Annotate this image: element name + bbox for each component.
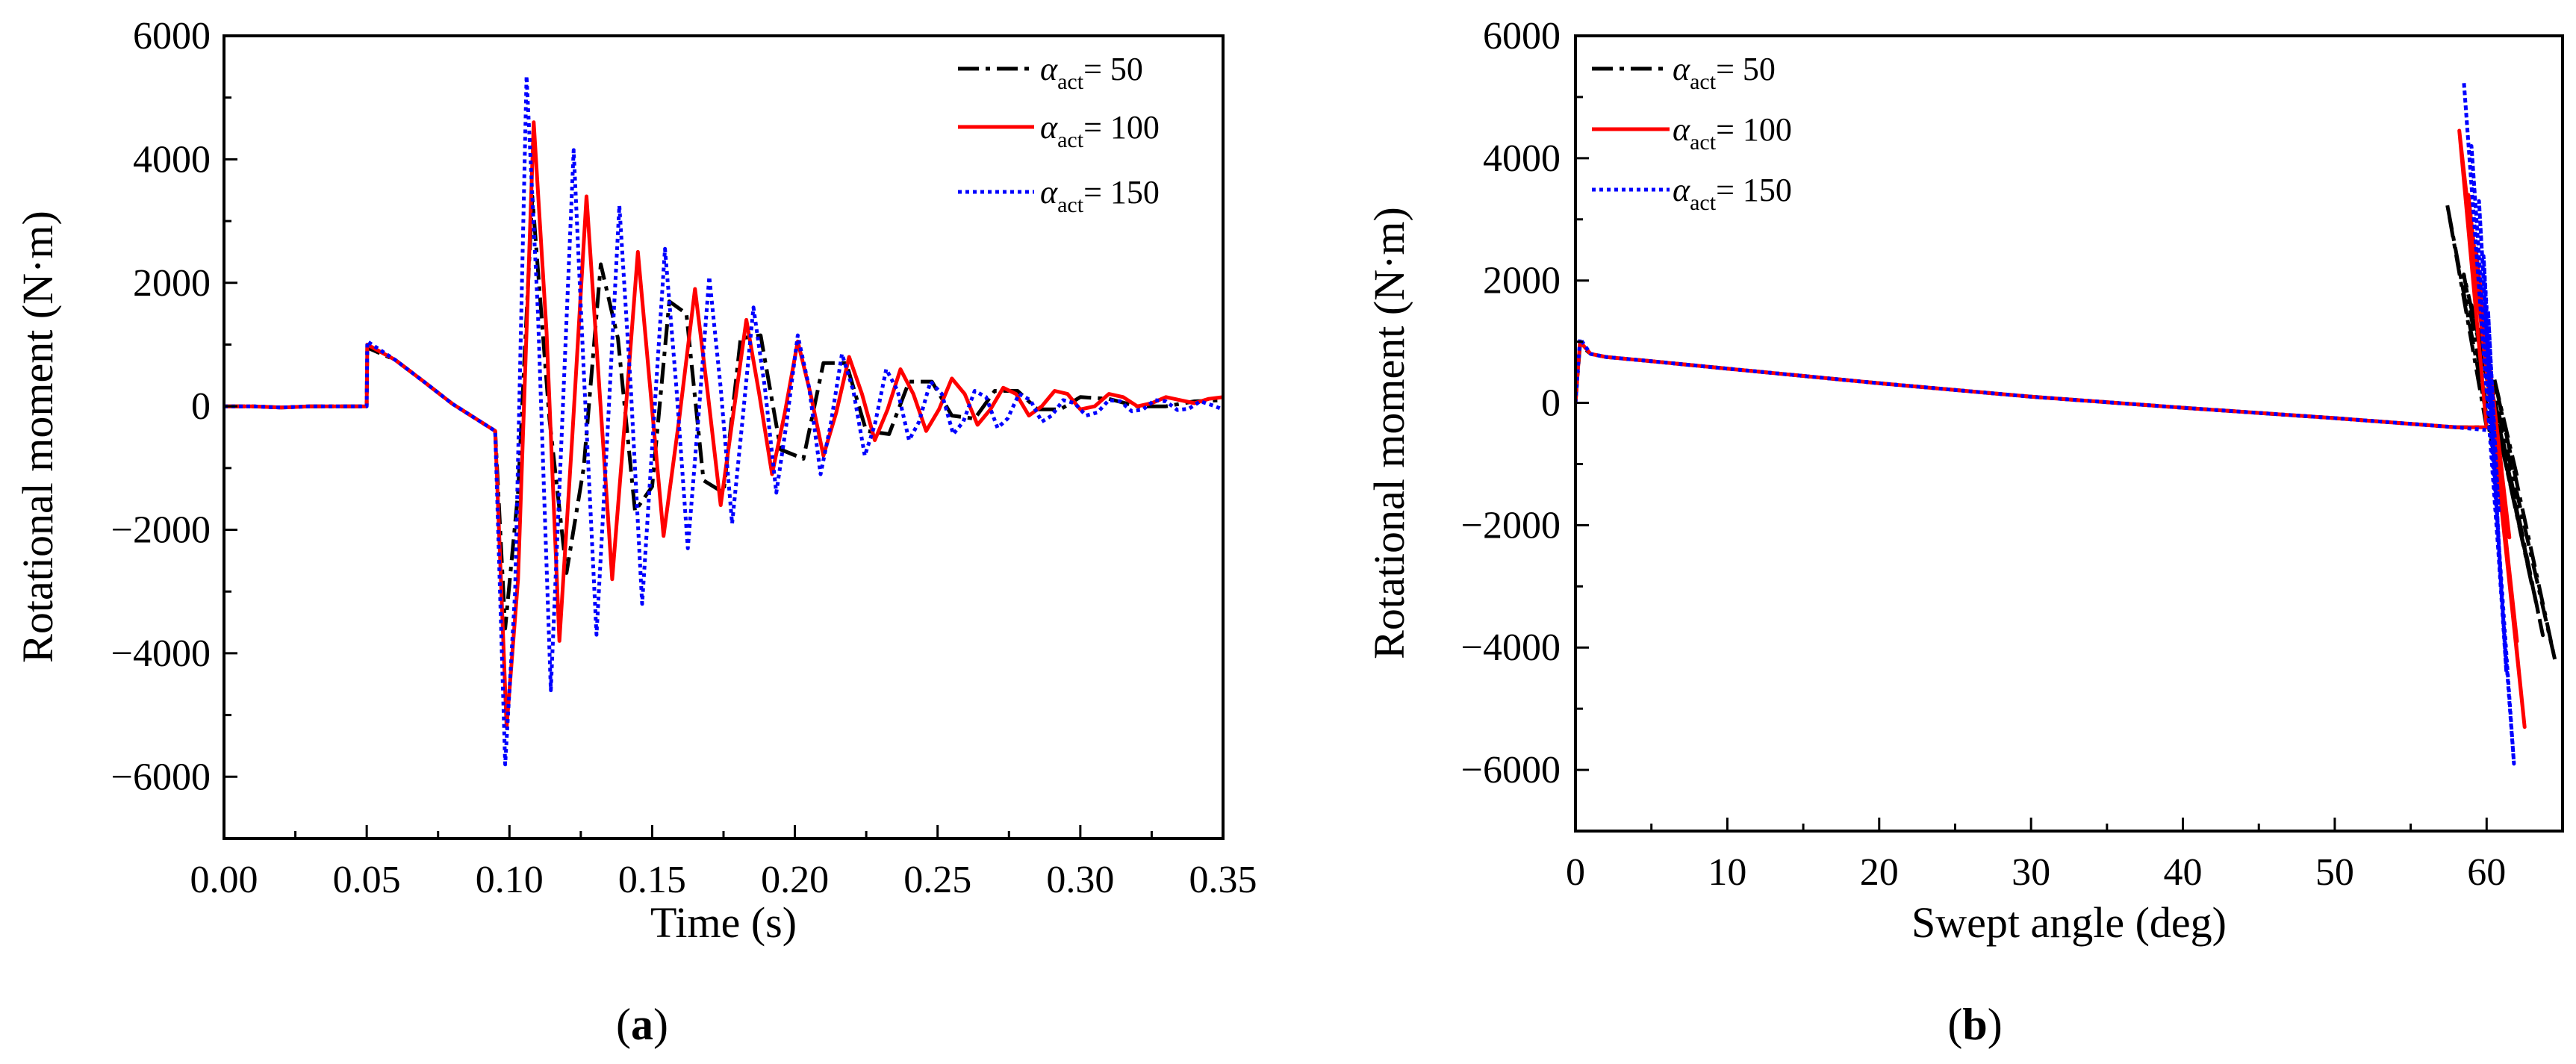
- a-x-tick-label: 0.30: [1046, 859, 1114, 901]
- a-legend-text-150: αact= 150: [1040, 174, 1160, 217]
- a-y-tick-label: −4000: [111, 632, 211, 675]
- b-legend-item-150: αact= 150: [1592, 172, 1792, 215]
- a-y-axis-label: Rotational moment (N·m): [13, 211, 62, 663]
- a-x-tick-label: 0.05: [333, 859, 401, 901]
- b-y-tick-label: 0: [1541, 382, 1561, 425]
- a-x-axis-label: Time (s): [650, 898, 797, 947]
- a-y-tick-label: 6000: [133, 15, 211, 57]
- b-y-tick-label: −6000: [1461, 749, 1561, 791]
- a-x-tick-label: 0.00: [190, 859, 258, 901]
- a-x-tick-label: 0.25: [903, 859, 971, 901]
- b-legend: αact= 50 αact= 100 αact= 150: [1592, 51, 1792, 215]
- a-legend-item-50: αact= 50: [958, 51, 1143, 94]
- a-y-tick-label: −6000: [111, 756, 211, 798]
- b-x-tick-labels: 0 10 20 30 40 50 60: [1566, 851, 2506, 894]
- a-x-tick-labels: 0.00 0.05 0.10 0.15 0.20 0.25 0.30 0.35: [190, 859, 1257, 901]
- b-legend-text-100: αact= 100: [1673, 111, 1792, 155]
- b-y-tick-label: 4000: [1483, 137, 1561, 180]
- panel-b: 0 10 20 30 40 50 60 −6000 −4000 −2000 0 2000 4000 60…: [1365, 15, 2564, 1049]
- b-y-tick-labels: −6000 −4000 −2000 0 2000 4000 6000: [1461, 15, 1561, 791]
- a-x-tick-label: 0.35: [1189, 859, 1257, 901]
- a-y-tick-label: 4000: [133, 138, 211, 181]
- a-y-tick-label: 0: [191, 385, 211, 428]
- a-legend-item-100: αact= 100: [958, 109, 1160, 152]
- b-x-tick-label: 40: [2164, 851, 2203, 894]
- b-series-50: [1575, 202, 2557, 662]
- a-series-layer: [224, 74, 1223, 767]
- b-series-150: [1575, 79, 2516, 766]
- panel-a: 0.00 0.05 0.10 0.15 0.20 0.25 0.30 0.35 −6000 −4…: [13, 15, 1257, 1049]
- b-legend-item-50: αact= 50: [1592, 51, 1776, 94]
- a-x-tick-label: 0.10: [476, 859, 544, 901]
- b-legend-text-50: αact= 50: [1673, 51, 1776, 94]
- a-series-150: [224, 74, 1223, 767]
- b-series-layer: [1575, 79, 2557, 766]
- a-legend-text-100: αact= 100: [1040, 109, 1160, 152]
- b-legend-item-100: αact= 100: [1592, 111, 1792, 155]
- a-x-tick-label: 0.20: [761, 859, 829, 901]
- b-y-tick-label: −4000: [1461, 626, 1561, 669]
- b-y-tick-label: 6000: [1483, 15, 1561, 57]
- b-x-tick-label: 50: [2315, 851, 2354, 894]
- b-series-100: [1575, 128, 2527, 729]
- b-y-axis-label: Rotational moment (N·m): [1365, 207, 1413, 659]
- a-legend-item-150: αact= 150: [958, 174, 1160, 217]
- b-x-tick-label: 20: [1860, 851, 1899, 894]
- b-x-tick-label: 10: [1708, 851, 1746, 894]
- a-panel-label: (a): [616, 1000, 668, 1049]
- b-panel-label: (b): [1947, 1000, 2002, 1049]
- b-x-tick-label: 60: [2467, 851, 2506, 894]
- b-ticks: [1574, 34, 2488, 833]
- a-series-100: [224, 120, 1223, 729]
- a-y-tick-label: 2000: [133, 262, 211, 305]
- a-y-tick-label: −2000: [111, 509, 211, 552]
- b-x-tick-label: 0: [1566, 851, 1585, 894]
- b-legend-text-150: αact= 150: [1673, 172, 1792, 215]
- a-x-tick-label: 0.15: [618, 859, 686, 901]
- a-y-tick-labels: −6000 −4000 −2000 0 2000 4000 6000: [111, 15, 211, 798]
- b-plot-frame: [1574, 34, 2564, 833]
- b-x-tick-label: 30: [2012, 851, 2050, 894]
- a-plot-frame: [223, 34, 1225, 840]
- b-y-tick-label: 2000: [1483, 260, 1561, 302]
- a-legend: αact= 50 αact= 100 αact= 150: [958, 51, 1160, 217]
- b-y-tick-label: −2000: [1461, 504, 1561, 547]
- b-x-axis-label: Swept angle (deg): [1911, 898, 2227, 947]
- a-legend-text-50: αact= 50: [1040, 51, 1143, 94]
